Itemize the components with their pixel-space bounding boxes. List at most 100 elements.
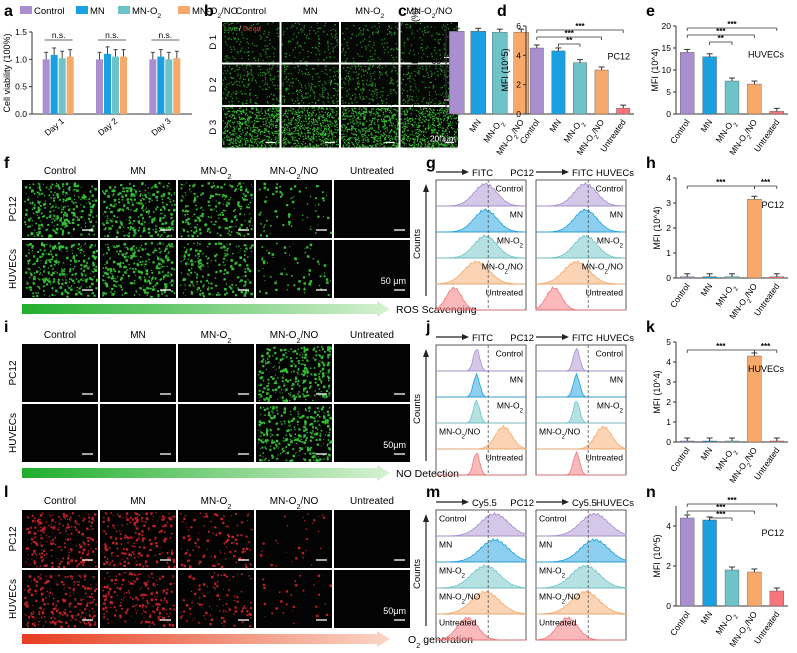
row-label-huvecs: HUVECs <box>8 413 19 453</box>
y-tick-label: 6 <box>516 21 521 31</box>
row-label-d3: D 3 <box>208 120 219 135</box>
counts-arrowhead <box>423 184 429 192</box>
y-tick-label: 15 <box>662 43 672 53</box>
micrograph <box>256 510 332 568</box>
x-tick-label: Control <box>668 445 692 473</box>
cell-label: HUVECs <box>748 50 785 60</box>
significance-label: n.s. <box>105 30 119 40</box>
legend-label: MN <box>90 6 105 17</box>
row-label-pc12: PC12 <box>8 526 19 551</box>
channel-arrowhead <box>562 499 569 505</box>
bar <box>724 440 740 443</box>
micrograph <box>222 22 280 63</box>
row-label-d2: D 2 <box>208 77 219 92</box>
significance-label: *** <box>727 496 737 505</box>
panel-label-c: c <box>398 3 407 20</box>
channel-arrowhead <box>462 334 469 340</box>
column-header: Control <box>44 330 76 341</box>
fluorescent-signal <box>102 242 176 299</box>
y-tick-label: 2 <box>666 561 671 571</box>
y-tick-label: 0.5 <box>15 82 27 92</box>
histogram-label: MN-O2 <box>539 566 566 580</box>
histogram <box>435 287 526 311</box>
legend-swatch <box>178 6 190 14</box>
cell-label: PC12 <box>510 168 534 179</box>
micrograph <box>334 180 410 238</box>
histogram-label: MN-O2 <box>597 401 624 415</box>
panel-j-histograms: Counts FITC PC12 Control MN MN-O2 MN-O2/NO Untr… <box>412 333 634 476</box>
bar <box>551 50 566 115</box>
histogram <box>436 538 527 563</box>
channel-label: FITC <box>572 168 593 179</box>
cell-label: PC12 <box>761 200 784 210</box>
bar <box>724 276 740 279</box>
x-tick-label: Control <box>668 117 692 145</box>
micrograph <box>22 510 98 568</box>
column-header: MN-O2 <box>355 6 384 20</box>
panel-label-h: h <box>646 155 656 172</box>
histogram-label: Untreated <box>586 453 624 463</box>
panel-label-b: b <box>204 3 214 20</box>
micrograph <box>334 344 410 402</box>
scale-label: 200μm <box>430 134 456 144</box>
y-tick-label: 3 <box>666 377 671 387</box>
bar <box>573 62 587 115</box>
histogram <box>536 425 627 450</box>
y-axis-label: MFI (10^5) <box>500 48 510 91</box>
bar <box>702 276 717 279</box>
y-axis-label: MFI (10^4) <box>652 370 662 413</box>
panel-label-m: m <box>426 484 440 501</box>
cell-label: HUVECs <box>596 333 634 344</box>
cell-label: PC12 <box>761 528 784 538</box>
significance-label: *** <box>716 27 726 36</box>
y-tick-label: 2 <box>516 80 521 90</box>
column-header: MN-O2 <box>201 496 232 511</box>
live-cells <box>222 107 281 149</box>
live-label: Live <box>224 24 238 33</box>
column-header: Untreated <box>350 496 394 507</box>
x-tick-label: MN <box>698 281 714 298</box>
channel-arrowhead <box>462 169 469 175</box>
bar <box>680 517 695 607</box>
histogram <box>436 452 526 476</box>
x-tick-label: MN <box>547 117 563 134</box>
column-header: MN-O2/NO <box>270 496 319 511</box>
bar <box>529 47 544 115</box>
fluorescent-signal <box>24 182 98 238</box>
gradient-arrow <box>22 301 390 317</box>
scale-label: 50 μm <box>381 276 406 286</box>
micrograph <box>281 22 339 63</box>
legend-swatch <box>76 6 88 14</box>
histogram <box>536 512 627 537</box>
histogram <box>535 564 627 589</box>
gradient-arrow <box>22 631 390 647</box>
live-cells <box>341 107 400 149</box>
bar <box>616 107 631 115</box>
bar <box>470 31 486 115</box>
significance-label: *** <box>716 510 726 519</box>
x-tick-label: MN <box>698 609 714 626</box>
channel-label: Cy5.5 <box>572 498 597 509</box>
row-label-pc12: PC12 <box>8 196 19 221</box>
histogram-label: MN <box>610 210 623 220</box>
column-header: MN-O2/NO <box>270 330 319 345</box>
legend-label: Control <box>34 6 65 17</box>
counts-label: Counts <box>412 394 423 424</box>
y-tick-label: 40 <box>432 74 442 84</box>
cell-label: PC12 <box>607 51 630 61</box>
column-header: Control <box>235 6 266 17</box>
histogram <box>536 208 627 233</box>
micrograph <box>22 344 98 402</box>
micrograph <box>334 404 410 462</box>
fluorescent-signal <box>102 512 176 568</box>
histogram-label: Untreated <box>539 618 577 628</box>
histogram-label: Control <box>496 184 524 194</box>
significance-label: *** <box>727 20 737 29</box>
fluorescent-signal <box>258 242 331 296</box>
significance-label: ** <box>566 36 573 45</box>
bar <box>66 56 74 114</box>
row-label-pc12: PC12 <box>8 360 19 385</box>
